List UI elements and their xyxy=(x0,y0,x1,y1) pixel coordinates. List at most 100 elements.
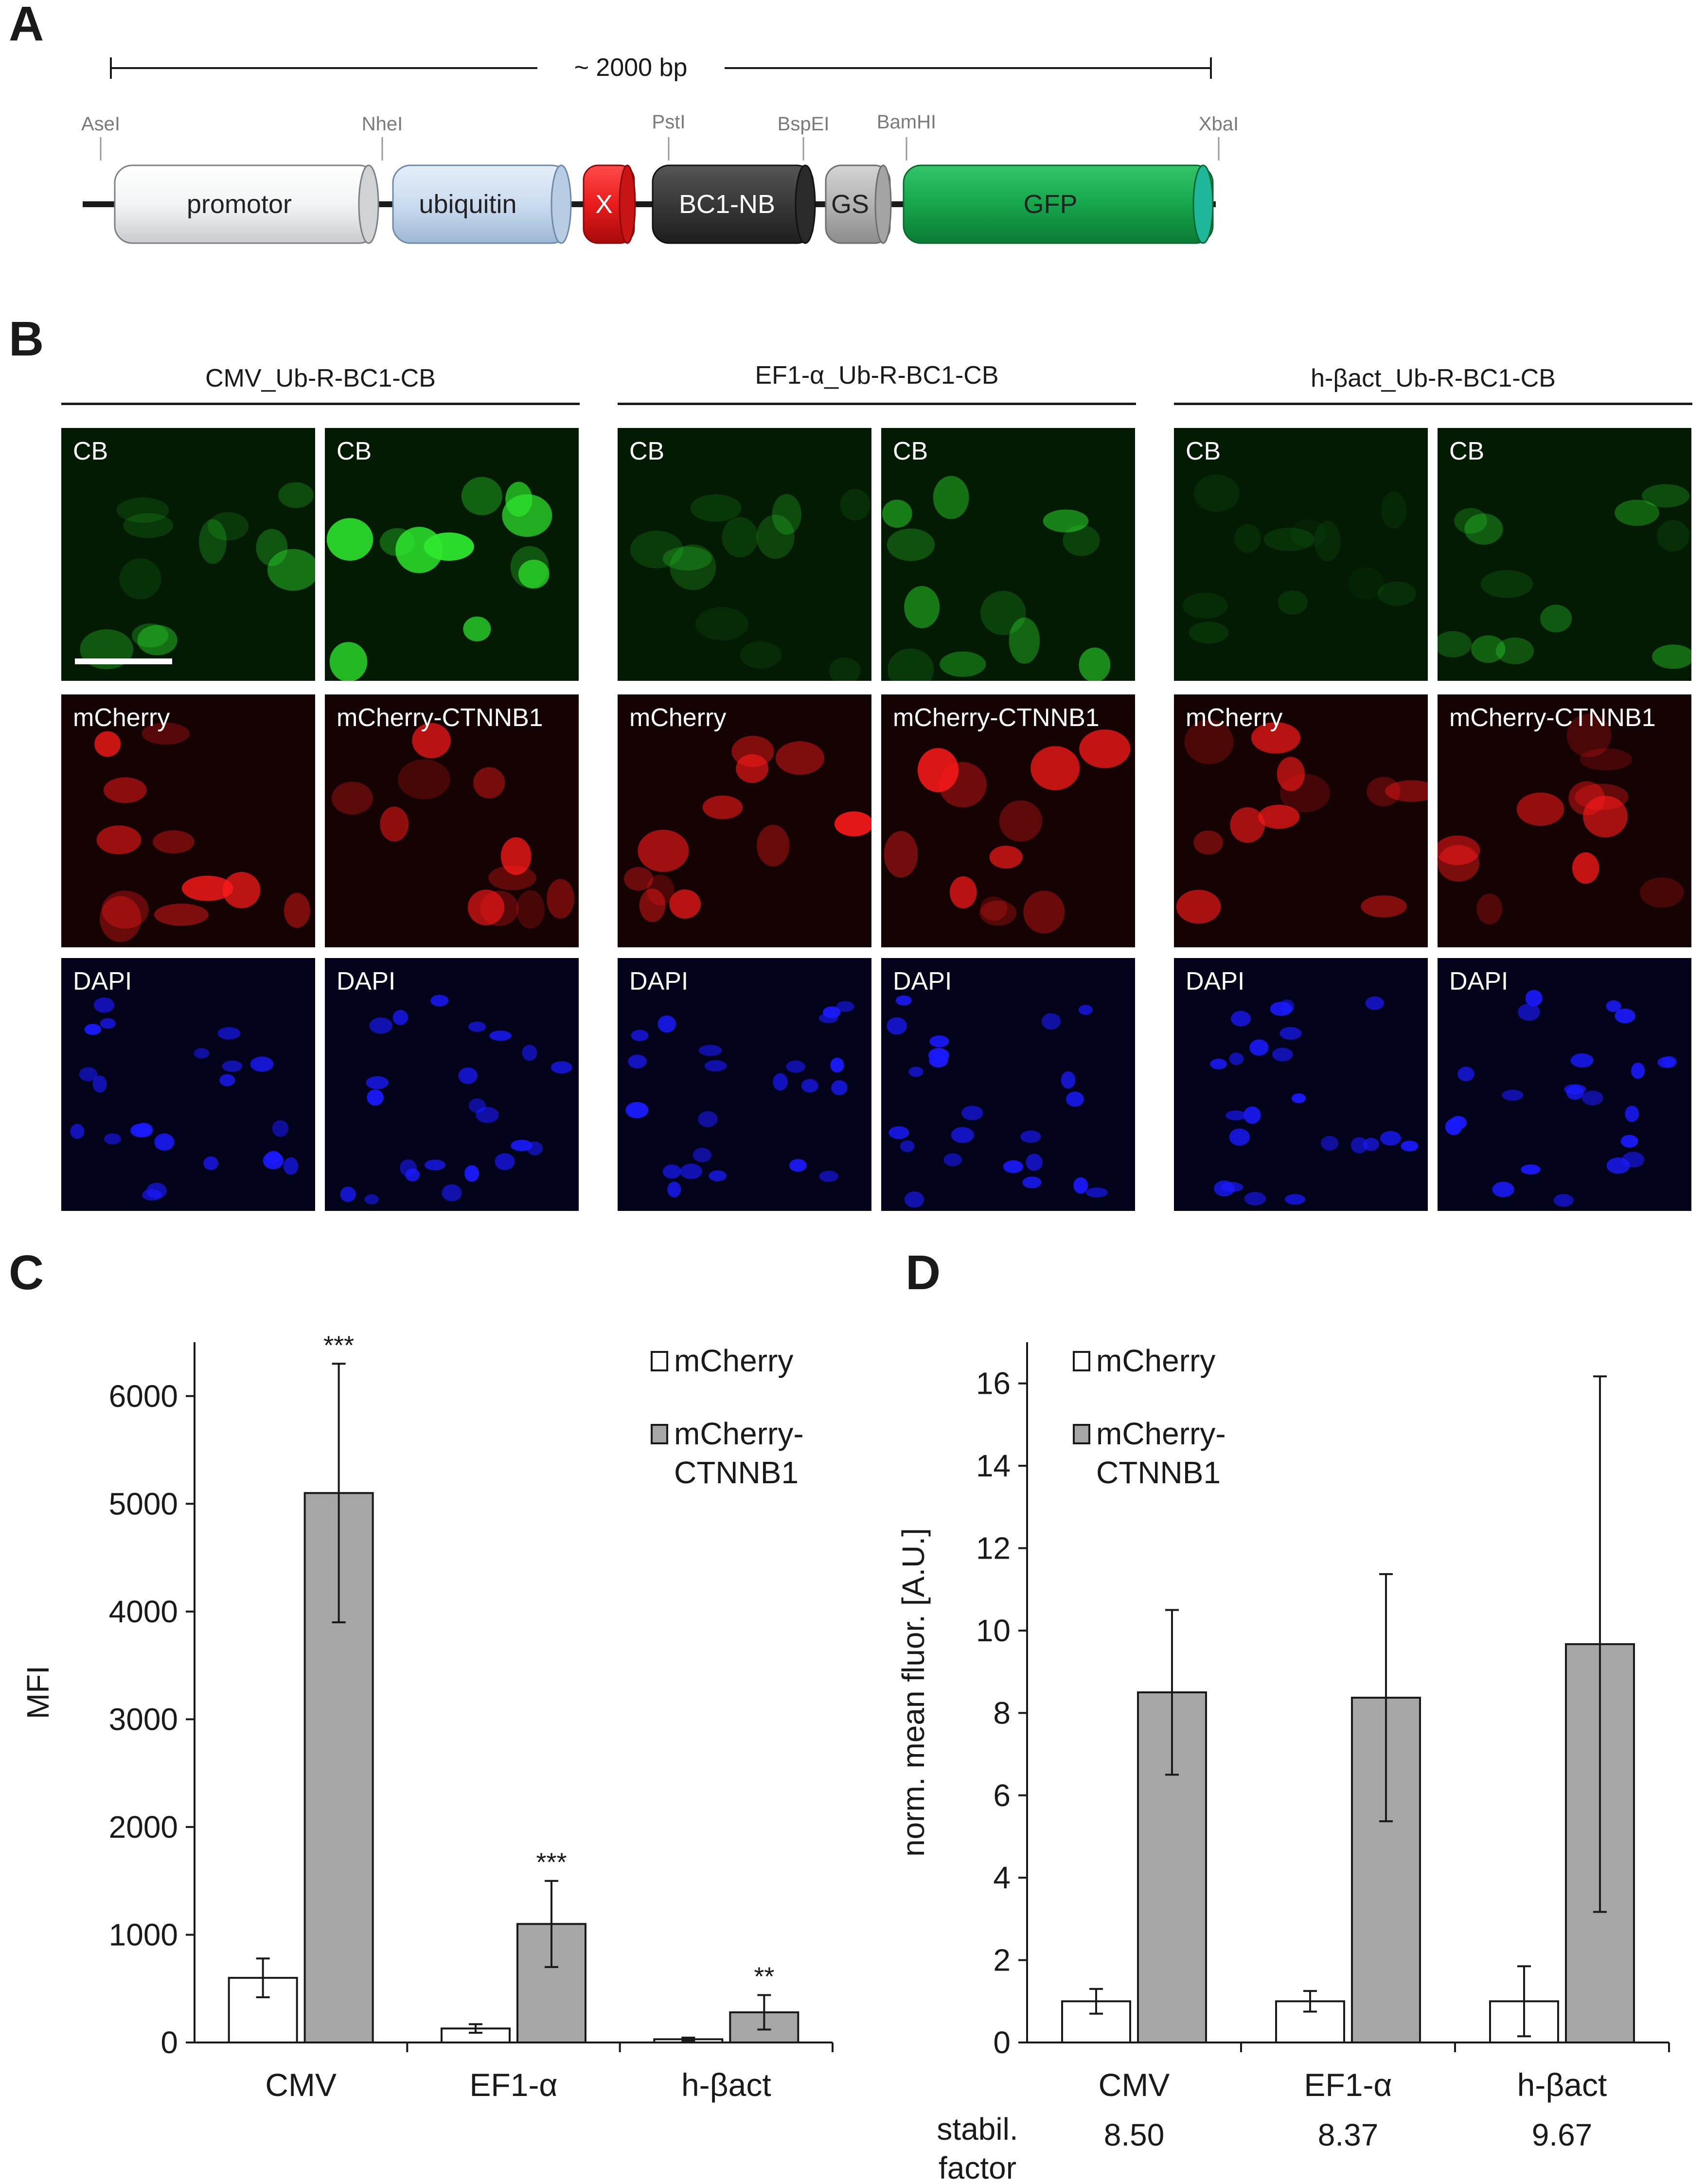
svg-text:promotor: promotor xyxy=(187,190,292,219)
segment-x: X xyxy=(583,164,636,244)
micrograph-label: DAPI xyxy=(337,967,396,995)
y-tick-label: 12 xyxy=(976,1531,1011,1566)
micrograph-green-3: CB xyxy=(618,428,871,681)
micrograph-blue-4: DAPI xyxy=(881,958,1135,1211)
y-tick-label: 8 xyxy=(993,1695,1011,1730)
svg-text:X: X xyxy=(595,190,613,219)
site-nhei: NheI xyxy=(362,113,403,135)
svg-text:ubiquitin: ubiquitin xyxy=(419,190,516,219)
site-asei: AseI xyxy=(81,113,120,135)
legend-swatch-mcherry xyxy=(651,1351,668,1371)
stabil-factor-value: 8.37 xyxy=(1318,2117,1379,2152)
svg-text:GFP: GFP xyxy=(1023,190,1077,219)
micrograph-green-6: CB xyxy=(1438,428,1691,681)
y-tick-label: 6000 xyxy=(109,1379,178,1414)
micrograph-label: CB xyxy=(629,437,665,465)
micrograph-label: DAPI xyxy=(1186,967,1245,995)
x-tick-label: CMV xyxy=(1099,2067,1170,2103)
micrograph-blue-3: DAPI xyxy=(618,958,871,1211)
y-tick-label: 16 xyxy=(976,1366,1011,1401)
significance-label: ** xyxy=(754,1962,774,1991)
stabil-factor-value: 8.50 xyxy=(1104,2117,1165,2152)
chart-c: 0 1000 2000 3000 4000 5000 6000 MFI CMV *** EF1-α *… xyxy=(20,1331,834,2103)
micrograph-red-6: mCherry-CTNNB1 xyxy=(1438,694,1691,947)
segment-gfp: GFP xyxy=(903,164,1214,244)
group-title-ef1a: EF1-α_Ub-R-BC1-CB xyxy=(755,361,999,390)
micrograph-label: CB xyxy=(73,437,108,465)
micrograph-blue-5: DAPI xyxy=(1174,958,1428,1211)
micrograph-label: DAPI xyxy=(73,967,132,995)
legend-swatch-mcherry-ctnnb1 xyxy=(1073,1424,1090,1444)
micrograph-label: CB xyxy=(337,437,372,465)
y-tick-label: 4 xyxy=(993,1860,1011,1895)
segment-gs: GS xyxy=(825,164,892,244)
x-tick-label: EF1-α xyxy=(469,2067,557,2103)
stabil-factor-label: factor xyxy=(939,2150,1016,2184)
y-tick-label: 5000 xyxy=(109,1486,178,1521)
y-tick-label: 6 xyxy=(993,1778,1011,1813)
micrograph-green-2: CB xyxy=(325,428,579,681)
micrograph-green-1: CB xyxy=(61,428,315,681)
construct-diagram: ~ 2000 bp AseI NheI PstI BspEI BamHI Xba… xyxy=(81,53,1239,244)
legend-swatch-mcherry xyxy=(1073,1351,1090,1371)
legend-label-mcherry: mCherry xyxy=(1096,1343,1215,1378)
micrograph-green-5: CB xyxy=(1174,428,1428,681)
legend-label-mcherry: mCherry xyxy=(674,1343,793,1378)
stabil-factor-value: 9.67 xyxy=(1532,2117,1593,2152)
site-psti: PstI xyxy=(652,111,686,133)
y-tick-label: 3000 xyxy=(109,1702,178,1737)
y-axis-label: MFI xyxy=(20,1666,55,1719)
micrograph-label: CB xyxy=(1186,437,1221,465)
micrograph-label: DAPI xyxy=(629,967,689,995)
micrograph-label: DAPI xyxy=(1449,967,1509,995)
micrograph-label: CB xyxy=(893,437,928,465)
y-tick-label: 2 xyxy=(993,1943,1011,1978)
scale-bar xyxy=(75,658,172,664)
micrograph-label: mCherry-CTNNB1 xyxy=(337,704,543,732)
group-divider-hbact xyxy=(1174,403,1692,405)
legend-label-mcherry-ctnnb1: mCherry- xyxy=(674,1416,804,1451)
micrograph-label: mCherry xyxy=(1186,704,1283,732)
micrograph-red-5: mCherry xyxy=(1174,694,1428,947)
panel-letter-a: A xyxy=(9,0,44,51)
significance-label: *** xyxy=(323,1331,354,1360)
y-tick-label: 4000 xyxy=(109,1594,178,1629)
micrograph-label: mCherry xyxy=(73,704,170,732)
x-tick-label: EF1-α xyxy=(1304,2067,1392,2103)
bar-mcherry xyxy=(1061,2000,1131,2043)
micrograph-red-4: mCherry-CTNNB1 xyxy=(881,694,1135,947)
svg-text:GS: GS xyxy=(831,190,869,219)
x-tick-label: h-βact xyxy=(1517,2067,1607,2103)
micrograph-blue-2: DAPI xyxy=(325,958,579,1211)
site-bspei: BspEI xyxy=(778,113,830,135)
group-title-hbact: h-βact_Ub-R-BC1-CB xyxy=(1311,364,1556,392)
segment-bc1-nb: BC1-NB xyxy=(652,164,816,244)
group-divider-cmv xyxy=(61,403,580,405)
stabil-factor-label: stabil. xyxy=(937,2112,1018,2147)
site-bamhi: BamHI xyxy=(877,111,936,133)
y-tick-label: 14 xyxy=(976,1448,1011,1483)
legend-label-mcherry-ctnnb1: mCherry- xyxy=(1096,1416,1226,1451)
y-tick-label: 2000 xyxy=(109,1810,178,1845)
micrograph-red-3: mCherry xyxy=(618,694,871,947)
panel-letter-d: D xyxy=(906,1245,941,1300)
y-tick-label: 0 xyxy=(993,2025,1011,2060)
significance-label: *** xyxy=(536,1848,567,1877)
x-tick-label: CMV xyxy=(265,2067,337,2103)
panel-letter-c: C xyxy=(9,1245,44,1300)
panel-letter-b: B xyxy=(9,312,44,366)
svg-text:BC1-NB: BC1-NB xyxy=(679,190,775,219)
segment-ubiquitin: ubiquitin xyxy=(392,164,572,244)
site-xbai: XbaI xyxy=(1199,113,1239,135)
y-axis-label: norm. mean fluor. [A.U.] xyxy=(896,1528,931,1857)
y-tick-label: 10 xyxy=(976,1613,1011,1648)
legend-swatch-mcherry-ctnnb1 xyxy=(651,1424,668,1444)
length-label: ~ 2000 bp xyxy=(574,53,688,82)
micrograph-red-2: mCherry-CTNNB1 xyxy=(325,694,579,947)
group-title-cmv: CMV_Ub-R-BC1-CB xyxy=(205,364,436,392)
micrograph-red-1: mCherry xyxy=(61,694,315,947)
y-tick-label: 1000 xyxy=(109,1917,178,1952)
micrograph-blue-6: DAPI xyxy=(1438,958,1691,1211)
micrograph-label: mCherry-CTNNB1 xyxy=(893,704,1100,732)
micrograph-blue-1: DAPI xyxy=(61,958,315,1211)
